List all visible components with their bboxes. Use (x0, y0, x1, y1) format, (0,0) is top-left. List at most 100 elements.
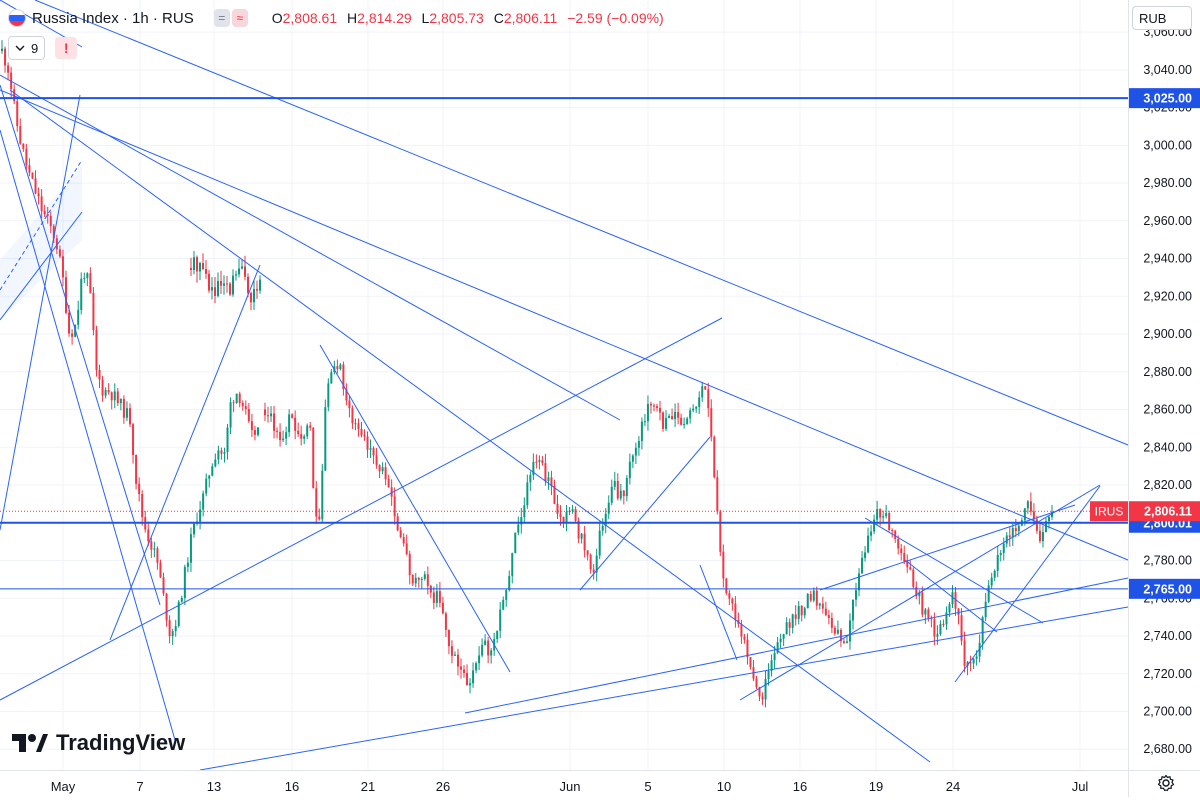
candle-body (867, 535, 870, 553)
trendline[interactable] (699, 564, 738, 661)
trendline[interactable] (0, 84, 161, 606)
candle-body (842, 641, 845, 643)
approx-icon[interactable]: ≈ (231, 9, 248, 27)
candle-body (915, 586, 918, 597)
candle-body (16, 101, 19, 127)
candle-body (43, 211, 46, 215)
candle-body (116, 391, 119, 404)
candle-body (710, 408, 713, 437)
trendline[interactable] (0, 74, 621, 421)
grid (0, 0, 1128, 770)
candle-body (882, 516, 885, 518)
horizontal-levels[interactable] (0, 97, 1128, 590)
candle-body (845, 641, 848, 643)
trendline-drawings[interactable] (0, 0, 1129, 771)
trendline[interactable] (954, 485, 1101, 683)
price-tick-label: 2,900.00 (1143, 327, 1192, 341)
candle-body (183, 566, 186, 598)
candle-body (369, 448, 372, 450)
currency-selector[interactable]: RUB (1132, 6, 1192, 30)
candle-body (996, 555, 999, 571)
trendline[interactable] (0, 89, 1129, 561)
candle-body (450, 646, 453, 656)
candle-body (399, 530, 402, 538)
candle-body (294, 417, 297, 431)
candle-body (900, 548, 903, 554)
trendline[interactable] (109, 264, 261, 641)
candle-body (776, 642, 779, 653)
candle-body (363, 435, 366, 437)
trendline[interactable] (464, 577, 1129, 714)
trendline[interactable] (904, 559, 998, 633)
candle-body (366, 436, 369, 450)
trendline[interactable] (819, 504, 1076, 591)
trendline[interactable] (0, 317, 723, 701)
candle-body (330, 372, 333, 384)
time-axis[interactable]: May 7 13 16 21 26 Jun 5 10 16 19 24 Jul (0, 770, 1200, 795)
trendline[interactable] (579, 436, 711, 591)
candle-body (321, 470, 324, 520)
trendline[interactable] (739, 484, 1101, 701)
channel-midline[interactable] (0, 159, 83, 291)
candle-body (652, 405, 655, 407)
trendline[interactable] (864, 517, 1044, 624)
candle-body (375, 455, 378, 466)
candle-body (918, 592, 921, 597)
trendline[interactable] (319, 344, 511, 673)
candle-body (541, 460, 544, 464)
candle-body (453, 654, 456, 656)
candle-body (250, 292, 252, 303)
candle-body (153, 548, 156, 550)
price-axis[interactable]: 2,680.002,700.002,720.002,740.002,760.00… (1090, 0, 1200, 797)
settings-gear-icon[interactable] (1157, 774, 1175, 792)
trendline[interactable] (9, 89, 931, 763)
trendline[interactable] (0, 211, 83, 321)
candle-body (942, 623, 945, 625)
candle-body (354, 423, 357, 425)
trendline[interactable] (0, 94, 81, 531)
candle-body (417, 577, 420, 580)
candle-body (342, 364, 345, 390)
time-tick-label: 26 (436, 779, 450, 794)
candle-body (414, 577, 417, 584)
candle-body (171, 631, 174, 637)
candle-body (247, 276, 249, 293)
alert-icon[interactable]: ! (55, 37, 78, 59)
candle-body (954, 592, 957, 609)
candle-body (387, 479, 390, 488)
time-tick-label: 5 (644, 779, 651, 794)
symbol-title[interactable]: Russia Index · 1h · RUS (32, 9, 194, 27)
candle-body (806, 593, 809, 609)
candle-body (725, 578, 728, 594)
candle-body (345, 389, 348, 401)
equal-icon[interactable]: = (213, 9, 230, 27)
candle-body (984, 601, 987, 618)
level-price-badge (1129, 88, 1200, 109)
chart-type-pill[interactable]: = ≈ (213, 9, 248, 27)
indicators-toggle-button[interactable]: 9 (8, 36, 46, 60)
tradingview-logo[interactable]: TradingView (12, 730, 185, 756)
trendline[interactable] (0, 129, 176, 741)
logo-text: TradingView (56, 730, 186, 755)
candle-body (77, 309, 80, 325)
candle-body (208, 273, 210, 291)
candle-body (927, 609, 930, 619)
candle-body (456, 654, 459, 667)
price-tick-label: 2,840.00 (1143, 440, 1192, 454)
candle-body (1051, 511, 1053, 517)
candle-body (514, 532, 517, 554)
candle-body (372, 448, 375, 456)
candle-body (574, 509, 577, 521)
candle-body (447, 629, 450, 647)
candle-body (643, 421, 646, 423)
candle-body (957, 608, 960, 616)
tradingview-logo-icon (12, 734, 48, 752)
trendline[interactable] (34, 0, 1129, 446)
candle-body (159, 562, 162, 578)
price-tick-label: 3,000.00 (1143, 138, 1192, 152)
candle-body (122, 398, 125, 418)
candle-body (312, 427, 315, 489)
trendline[interactable] (199, 606, 1129, 771)
